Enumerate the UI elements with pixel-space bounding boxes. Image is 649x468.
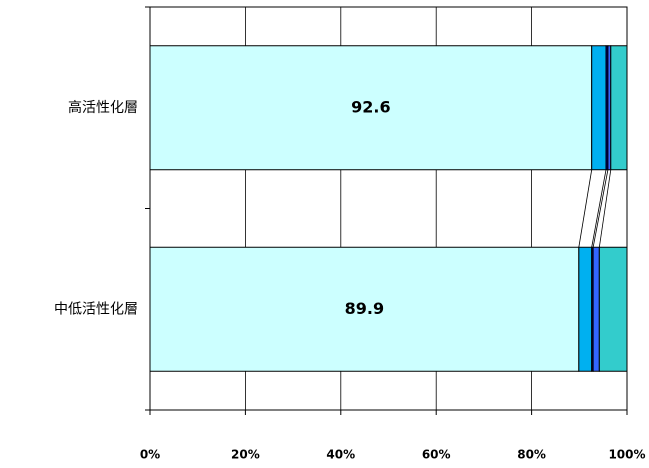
bar-segment [598, 246, 628, 372]
bar-segment [149, 246, 580, 372]
bar-segment [610, 45, 628, 171]
data-label: 89.9 [345, 299, 384, 318]
bar-segment [578, 246, 593, 372]
category-label: 高活性化層 [68, 99, 138, 116]
x-tick-label: 100% [608, 448, 645, 462]
bar-segment [592, 246, 600, 372]
bar-segment [591, 45, 607, 171]
x-tick-label: 80% [517, 448, 546, 462]
x-tick-label: 60% [422, 448, 451, 462]
x-tick-label: 0% [140, 448, 160, 462]
series-line [592, 169, 609, 248]
series-line [598, 169, 612, 248]
category-label: 中低活性化層 [54, 301, 138, 317]
x-tick-label: 40% [326, 448, 355, 462]
data-label: 92.6 [351, 97, 390, 116]
bar-segment [149, 45, 593, 171]
x-tick-label: 20% [231, 448, 260, 462]
series-line [578, 169, 593, 248]
series-line [591, 169, 607, 248]
